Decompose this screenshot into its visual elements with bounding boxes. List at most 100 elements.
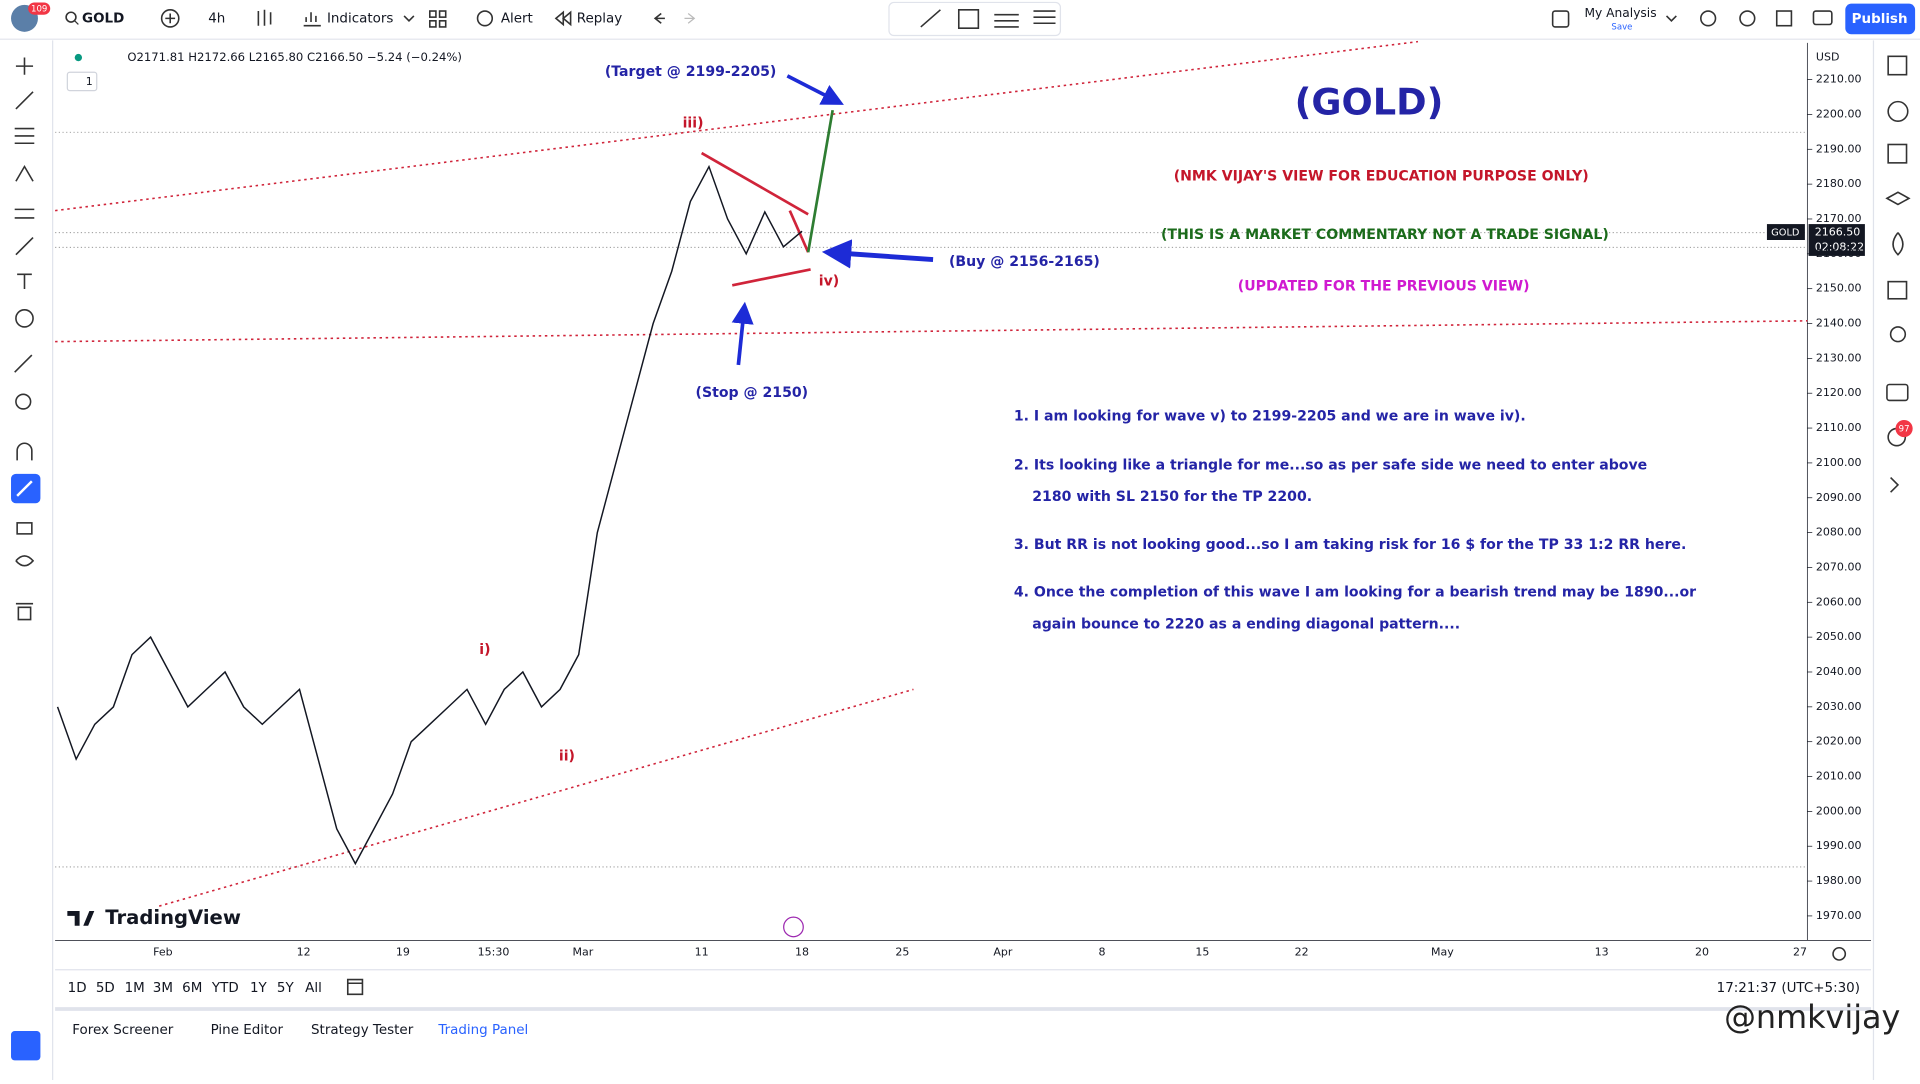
layout-status: Save	[1611, 22, 1632, 32]
range-button[interactable]: 1Y	[250, 981, 268, 996]
time-tick-label: 11	[695, 946, 709, 959]
undo-button[interactable]	[653, 12, 665, 24]
price-tick-label: 2060.00	[1816, 595, 1862, 608]
notification-badge: 109	[31, 5, 47, 15]
price-tick-label: 2090.00	[1816, 491, 1862, 504]
object-tree-button[interactable]	[11, 1031, 41, 1061]
range-button[interactable]: All	[305, 981, 322, 996]
replay-button[interactable]: Replay	[577, 11, 623, 26]
note-line: 3. But RR is not looking good...so I am …	[1014, 537, 1686, 553]
price-tick-label: 2200.00	[1816, 107, 1862, 120]
price-line	[56, 164, 803, 866]
time-tick-label: 15	[1195, 946, 1209, 959]
symbol-tag: GOLD	[1771, 228, 1799, 239]
layout-button[interactable]	[1551, 10, 1570, 28]
indicators-button[interactable]: Indicators	[327, 11, 393, 26]
time-tick-label: 20	[1695, 946, 1709, 959]
range-button[interactable]: 5Y	[277, 981, 295, 996]
annotation: iii)	[683, 116, 704, 132]
annotation: (Target @ 2199-2205)	[605, 64, 777, 80]
price-tick-label: 1980.00	[1816, 874, 1862, 887]
last-price: 2166.50	[1815, 226, 1861, 239]
panel-tab[interactable]: Strategy Tester	[311, 1023, 414, 1038]
annotation: (UPDATED FOR THE PREVIOUS VIEW)	[1238, 279, 1530, 295]
time-tick-label: Mar	[572, 946, 593, 959]
price-tick-label: 2120.00	[1816, 386, 1862, 399]
note-line: 2. Its looking like a triangle for me...…	[1014, 457, 1647, 473]
time-tick-label: 25	[895, 946, 909, 959]
range-button[interactable]: 3M	[153, 981, 173, 996]
time-tick-label: 12	[297, 946, 311, 959]
panel-tab[interactable]: Trading Panel	[437, 1023, 528, 1038]
time-tick-label: May	[1431, 946, 1454, 959]
layout-name[interactable]: My Analysis	[1584, 6, 1656, 20]
price-tick-label: 1990.00	[1816, 839, 1862, 852]
price-tick-label: 2140.00	[1816, 317, 1862, 330]
credit: @nmkvijay	[1724, 998, 1900, 1036]
note-line: again bounce to 2220 as a ending diagona…	[1032, 616, 1460, 632]
right-sidebar[interactable]	[1885, 55, 1911, 493]
legend-count[interactable]: 1	[86, 75, 93, 88]
price-tick-label: 2110.00	[1816, 421, 1862, 434]
drawings	[55, 40, 1808, 907]
panel-tab[interactable]: Forex Screener	[72, 1023, 174, 1038]
clock[interactable]: 17:21:37 (UTC+5:30)	[1717, 981, 1860, 996]
price-tick-label: 2150.00	[1816, 282, 1862, 295]
publish-label: Publish	[1852, 12, 1908, 27]
time-tick-label: 8	[1099, 946, 1106, 959]
price-tick-label: 2010.00	[1816, 770, 1862, 783]
symbol-search[interactable]: GOLD	[82, 11, 124, 26]
watermark: TradingView	[105, 906, 241, 929]
annotation-title: (GOLD)	[1295, 81, 1444, 124]
redo-button[interactable]	[684, 12, 696, 24]
left-toolbar	[0, 40, 52, 1080]
alert-button[interactable]: Alert	[501, 11, 533, 26]
time-tick-label: 27	[1793, 946, 1807, 959]
annotation: i)	[479, 642, 490, 658]
price-tick-label: 2130.00	[1816, 351, 1862, 364]
annotation: (Buy @ 2156-2165)	[949, 254, 1100, 270]
panel-tab[interactable]: Pine Editor	[211, 1023, 284, 1038]
price-tick-label: 2180.00	[1816, 177, 1862, 190]
price-tick-label: 2170.00	[1816, 212, 1862, 225]
time-tick-label: 18	[795, 946, 809, 959]
note-line: 4. Once the completion of this wave I am…	[1014, 585, 1696, 601]
price-tick-label: 2000.00	[1816, 804, 1862, 817]
date-range-button[interactable]	[346, 978, 364, 996]
drawing-toolbar	[888, 1, 1062, 37]
chart-type-button[interactable]	[257, 9, 272, 26]
side-badge: 97	[1899, 425, 1910, 435]
price-tick-label: 2190.00	[1816, 142, 1862, 155]
publish-button[interactable]	[1845, 3, 1916, 35]
annotation: (Stop @ 2150)	[696, 385, 809, 401]
price-tick-label: 2050.00	[1816, 630, 1862, 643]
drawing-tools[interactable]	[14, 57, 35, 621]
price-tick-label: 2100.00	[1816, 456, 1862, 469]
price-tick-label: 2070.00	[1816, 560, 1862, 573]
time-tick-label: Apr	[993, 946, 1013, 959]
currency[interactable]: USD	[1816, 51, 1840, 64]
price-tick-label: 2030.00	[1816, 700, 1862, 713]
range-button[interactable]: 5D	[96, 981, 115, 996]
compare-button[interactable]	[160, 9, 180, 28]
time-tick-label: 15:30	[478, 946, 510, 959]
time-tick-label: Feb	[153, 946, 173, 959]
price-tick-label: 2040.00	[1816, 665, 1862, 678]
range-button[interactable]: 1M	[125, 981, 145, 996]
annotation: (THIS IS A MARKET COMMENTARY NOT A TRADE…	[1161, 227, 1609, 243]
price-tick-label: 2080.00	[1816, 526, 1862, 539]
range-button[interactable]: YTD	[211, 981, 239, 996]
note-line: 1. I am looking for wave v) to 2199-2205…	[1014, 408, 1526, 424]
annotation: ii)	[559, 749, 575, 765]
countdown: 02:08:22	[1815, 240, 1864, 253]
interval-button[interactable]: 4h	[208, 11, 225, 26]
price-tick-label: 1970.00	[1816, 909, 1862, 922]
annotation: iv)	[819, 274, 839, 290]
price-tick-label: 2210.00	[1816, 73, 1862, 86]
range-button[interactable]: 6M	[182, 981, 202, 996]
range-button[interactable]: 1D	[68, 981, 87, 996]
ohlc-legend: O2171.81 H2172.66 L2165.80 C2166.50 −5.2…	[127, 50, 462, 64]
time-tick-label: 19	[396, 946, 410, 959]
axis-settings[interactable]	[1832, 946, 1847, 961]
